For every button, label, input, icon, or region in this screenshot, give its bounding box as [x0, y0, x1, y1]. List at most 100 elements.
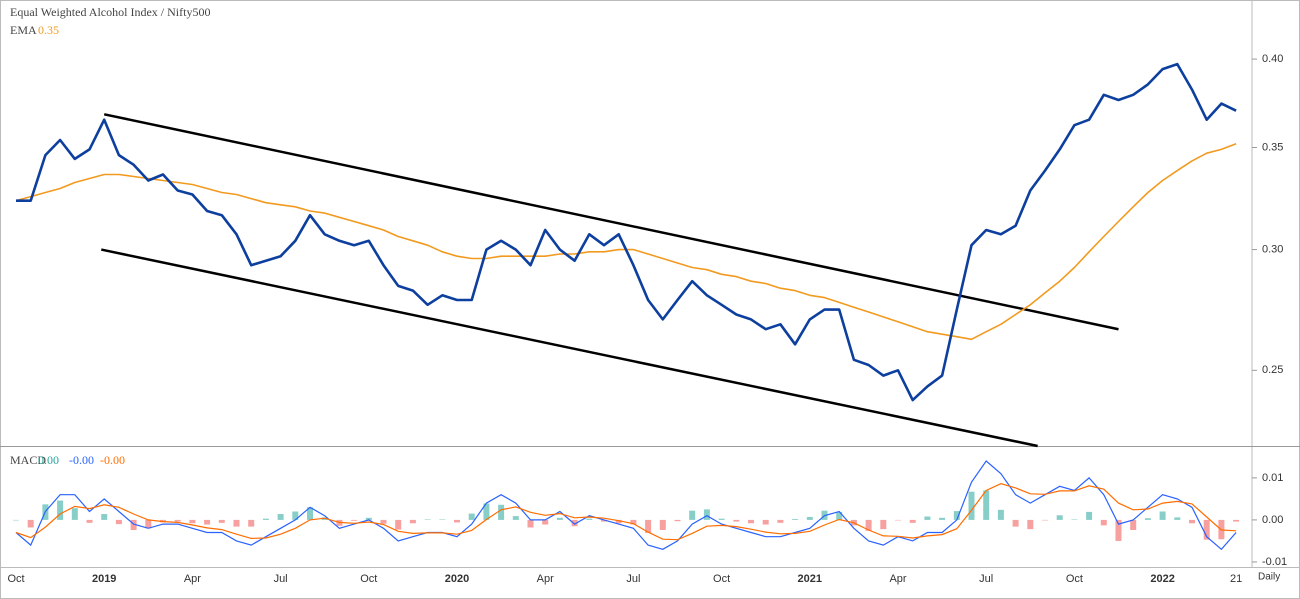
histogram-bar [718, 518, 725, 520]
histogram-bar [601, 519, 607, 522]
histogram-bar [527, 519, 534, 528]
histogram-bar [968, 491, 975, 520]
histogram-bar [1056, 515, 1063, 520]
y-tick-label: 0.25 [1262, 364, 1283, 376]
price-line [16, 62, 1237, 402]
x-tick-label: Apr [184, 573, 201, 585]
histogram-bar [248, 519, 255, 527]
x-tick-label: 2019 [92, 573, 116, 585]
histogram-bar [748, 519, 754, 524]
x-tick-label: Oct [713, 573, 730, 585]
histogram-bar [983, 490, 990, 520]
histogram-bar [262, 518, 269, 520]
trend-line [101, 248, 1038, 448]
histogram-bar [498, 504, 505, 520]
histogram-bar [777, 519, 784, 523]
histogram-bar [71, 508, 78, 520]
histogram-bar [130, 519, 137, 530]
histogram-bar [880, 519, 887, 530]
x-tick-label: 21 [1230, 573, 1242, 585]
histogram-bar [865, 519, 872, 531]
x-tick-label: 2022 [1150, 573, 1174, 585]
histogram-bar [409, 519, 416, 524]
y-tick-label: 0.35 [1262, 141, 1283, 153]
macd-title: MACD [10, 453, 46, 467]
histogram-bar [939, 517, 946, 520]
histogram-bar [468, 513, 475, 520]
legend-value: -0.00 [100, 453, 125, 467]
histogram-bar [424, 519, 431, 520]
histogram-bar [1086, 511, 1093, 520]
histogram-bar [233, 519, 240, 527]
histogram-bar [909, 519, 916, 523]
histogram-bar [1100, 519, 1107, 526]
histogram-bar [380, 519, 387, 524]
x-tick-label: Oct [360, 573, 377, 585]
histogram-bar [806, 516, 813, 520]
x-tick-label: Apr [537, 573, 554, 585]
macd-line [15, 460, 1237, 551]
legend-label: EMA [10, 23, 37, 37]
chart-title: Equal Weighted Alcohol Index / Nifty500 [10, 5, 210, 19]
histogram-bar [1159, 511, 1166, 520]
histogram-bar [1203, 519, 1210, 540]
histogram-bar [1189, 519, 1195, 524]
y-tick-label: 0.00 [1262, 514, 1283, 526]
trend-line [103, 113, 1119, 331]
histogram-bar [115, 519, 122, 525]
histogram-bar [1130, 519, 1137, 530]
y-tick-label: -0.01 [1262, 556, 1287, 568]
histogram-bar [762, 519, 769, 525]
histogram-bar [292, 511, 299, 520]
x-tick-label: 2021 [798, 573, 822, 585]
histogram-bar [1042, 519, 1048, 521]
histogram-bar [895, 519, 901, 521]
x-tick-label: Apr [889, 573, 906, 585]
histogram-bar [174, 519, 181, 522]
histogram-bar [542, 519, 549, 525]
histogram-bar [1233, 519, 1240, 522]
histogram-bar [703, 509, 710, 520]
histogram-bar [145, 519, 152, 529]
histogram-bar [307, 507, 313, 520]
x-note: Daily [1258, 572, 1280, 583]
histogram-bar [674, 519, 681, 522]
legend-value: -0.00 [69, 453, 94, 467]
histogram-bar [1144, 518, 1151, 520]
histogram-bar [439, 519, 446, 520]
x-tick-label: Jul [979, 573, 993, 585]
histogram-bar [615, 519, 622, 524]
histogram-bar [365, 517, 372, 520]
histogram-bar [13, 519, 19, 521]
macd-line [15, 483, 1237, 541]
y-tick-label: 0.01 [1262, 472, 1283, 484]
histogram-bar [630, 519, 637, 525]
x-tick-label: Jul [626, 573, 640, 585]
histogram-bar [1174, 517, 1181, 520]
y-tick-label: 0.30 [1262, 243, 1283, 255]
histogram-bar [483, 503, 490, 520]
histogram-bar [454, 519, 460, 523]
histogram-bar [645, 519, 652, 533]
histogram-bar [1012, 519, 1019, 527]
histogram-bar [556, 517, 563, 520]
histogram-bar [586, 518, 593, 520]
histogram-bar [733, 519, 740, 522]
histogram-bar [689, 510, 696, 520]
legend-value: 0.35 [38, 23, 59, 37]
histogram-bar [1115, 519, 1122, 541]
histogram-bar [218, 519, 225, 523]
histogram-bar [953, 511, 960, 520]
histogram-bar [277, 514, 284, 520]
x-tick-label: 2020 [445, 573, 469, 585]
histogram-bar [204, 519, 211, 525]
legend-value: 0.00 [38, 453, 59, 467]
x-tick-label: Jul [274, 573, 288, 585]
histogram-bar [659, 519, 666, 530]
histogram-bar [792, 519, 799, 520]
histogram-bar [27, 519, 34, 528]
histogram-bar [351, 519, 358, 521]
histogram-bar [395, 519, 402, 530]
